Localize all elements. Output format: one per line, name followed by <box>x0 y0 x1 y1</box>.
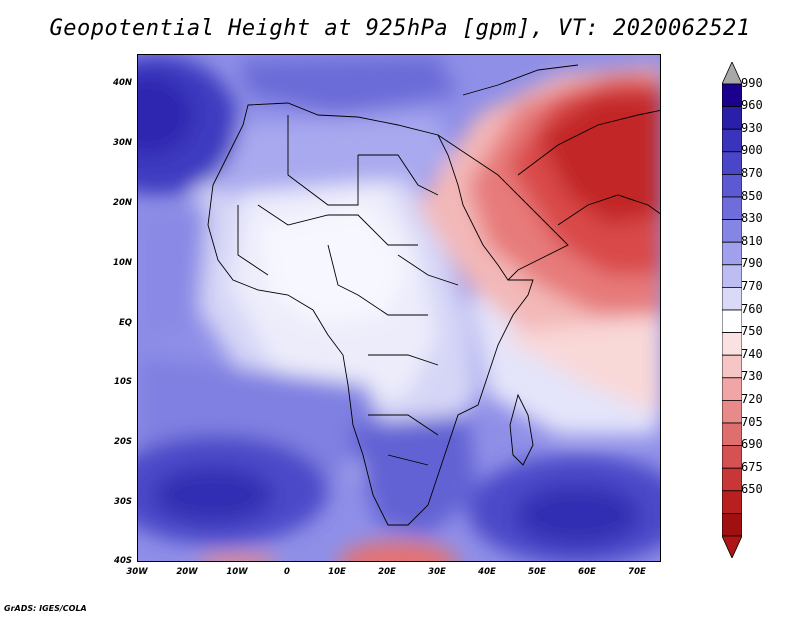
colorbar-box <box>722 490 742 514</box>
lon-label-10e: 10E <box>328 567 346 577</box>
lat-label-30n: 30N <box>113 138 132 148</box>
lat-label-eq: EQ <box>118 318 132 328</box>
colorbar-level-label: 960 <box>741 98 763 113</box>
lat-label-20n: 20N <box>113 198 132 208</box>
lon-label-30e: 30E <box>428 567 446 577</box>
colorbar-box <box>722 83 742 108</box>
colorbar-box <box>722 399 742 424</box>
map-panel <box>137 54 661 562</box>
lat-label-10n: 10N <box>113 258 132 268</box>
colorbar-level-label: 705 <box>741 414 763 429</box>
colorbar-box <box>722 445 742 469</box>
lon-label-60e: 60E <box>578 567 596 577</box>
colorbar-level-label: 870 <box>741 166 763 180</box>
colorbar-box <box>722 467 742 492</box>
colorbar-box <box>722 174 742 198</box>
geopotential-map <box>138 55 660 561</box>
colorbar-level-label: 720 <box>741 392 763 406</box>
lon-label-20e: 20E <box>378 567 396 577</box>
colorbar-box <box>722 332 742 356</box>
colorbar-box <box>722 196 742 221</box>
lon-label-40e: 40E <box>478 567 496 577</box>
colorbar-level-label: 690 <box>741 437 763 452</box>
colorbar-level-label: 850 <box>741 188 763 203</box>
colorbar-level-label: 730 <box>741 369 763 384</box>
colorbar-level-label: 770 <box>741 279 763 293</box>
lon-label-50e: 50E <box>528 567 546 577</box>
colorbar-level-label: 810 <box>741 233 763 248</box>
colorbar-box <box>722 128 742 153</box>
lat-label-40s: 40S <box>114 556 132 566</box>
colorbar-level-label: 900 <box>741 143 763 158</box>
colorbar-box <box>722 106 742 130</box>
colorbar-level-label: 675 <box>741 459 763 474</box>
colorbar-level-label: 740 <box>741 346 763 361</box>
lon-label-70e: 70E <box>628 567 646 577</box>
lon-label-20w: 20W <box>176 567 198 577</box>
colorbar-box <box>722 309 742 334</box>
colorbar-box <box>722 264 742 288</box>
lon-label-30w: 30W <box>126 567 148 577</box>
colorbar <box>722 62 742 558</box>
colorbar-level-label: 930 <box>741 120 763 135</box>
plot-title: Geopotential Height at 925hPa [gpm], VT:… <box>49 16 751 41</box>
lat-label-40n: 40N <box>113 78 132 88</box>
colorbar-under-arrow <box>722 535 742 558</box>
colorbar-box <box>722 286 742 311</box>
colorbar-box <box>722 377 742 401</box>
colorbar-box <box>722 354 742 379</box>
colorbar-level-label: 760 <box>741 301 763 316</box>
colorbar-boxes <box>722 83 742 537</box>
lat-label-30s: 30S <box>114 497 132 507</box>
colorbar-level-label: 750 <box>741 324 763 339</box>
colorbar-box <box>722 219 742 243</box>
lat-label-10s: 10S <box>114 377 132 387</box>
colorbar-box <box>722 512 742 537</box>
colorbar-level-label: 830 <box>741 211 763 226</box>
colorbar-level-label: 990 <box>741 75 763 90</box>
height-field <box>138 55 660 561</box>
colorbar-over-arrow <box>722 62 742 85</box>
coastlines <box>207 64 660 526</box>
grads-credit: GrADS: IGES/COLA <box>4 604 87 613</box>
colorbar-box <box>722 151 742 175</box>
colorbar-box <box>722 241 742 266</box>
lon-label-0: 0 <box>284 567 290 577</box>
colorbar-box <box>722 422 742 447</box>
colorbar-level-label: 650 <box>741 482 763 497</box>
lon-label-10w: 10W <box>226 567 248 577</box>
colorbar-level-label: 790 <box>741 256 763 271</box>
lat-label-20s: 20S <box>114 437 132 447</box>
